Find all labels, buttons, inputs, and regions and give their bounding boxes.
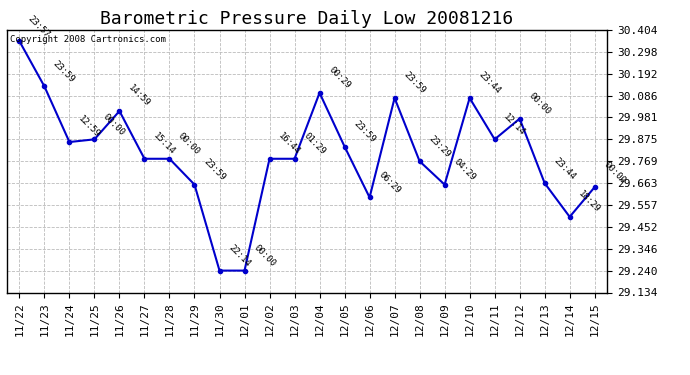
Text: 23:59: 23:59 [201, 157, 227, 183]
Text: 22:14: 22:14 [226, 243, 252, 268]
Text: 16:44: 16:44 [277, 131, 302, 157]
Text: 23:59: 23:59 [51, 59, 77, 84]
Text: Copyright 2008 Cartronics.com: Copyright 2008 Cartronics.com [10, 35, 166, 44]
Text: 23:59: 23:59 [402, 70, 427, 96]
Text: 23:59: 23:59 [351, 119, 377, 144]
Text: 00:00: 00:00 [602, 159, 627, 185]
Title: Barometric Pressure Daily Low 20081216: Barometric Pressure Daily Low 20081216 [101, 10, 513, 28]
Text: 00:29: 00:29 [326, 65, 352, 91]
Text: 12:59: 12:59 [77, 114, 101, 140]
Text: 15:14: 15:14 [151, 131, 177, 157]
Text: 00:00: 00:00 [177, 131, 201, 157]
Text: 23:44: 23:44 [551, 156, 577, 181]
Text: 18:29: 18:29 [577, 189, 602, 214]
Text: 23:44: 23:44 [477, 70, 502, 96]
Text: 00:00: 00:00 [251, 243, 277, 268]
Text: 01:29: 01:29 [302, 131, 327, 157]
Text: 14:59: 14:59 [126, 84, 152, 109]
Text: 12:14: 12:14 [502, 112, 527, 137]
Text: 23:57: 23:57 [26, 13, 52, 39]
Text: 00:00: 00:00 [101, 112, 127, 137]
Text: 23:29: 23:29 [426, 134, 452, 159]
Text: 00:00: 00:00 [526, 91, 552, 117]
Text: 04:29: 04:29 [451, 157, 477, 183]
Text: 06:29: 06:29 [377, 170, 402, 195]
